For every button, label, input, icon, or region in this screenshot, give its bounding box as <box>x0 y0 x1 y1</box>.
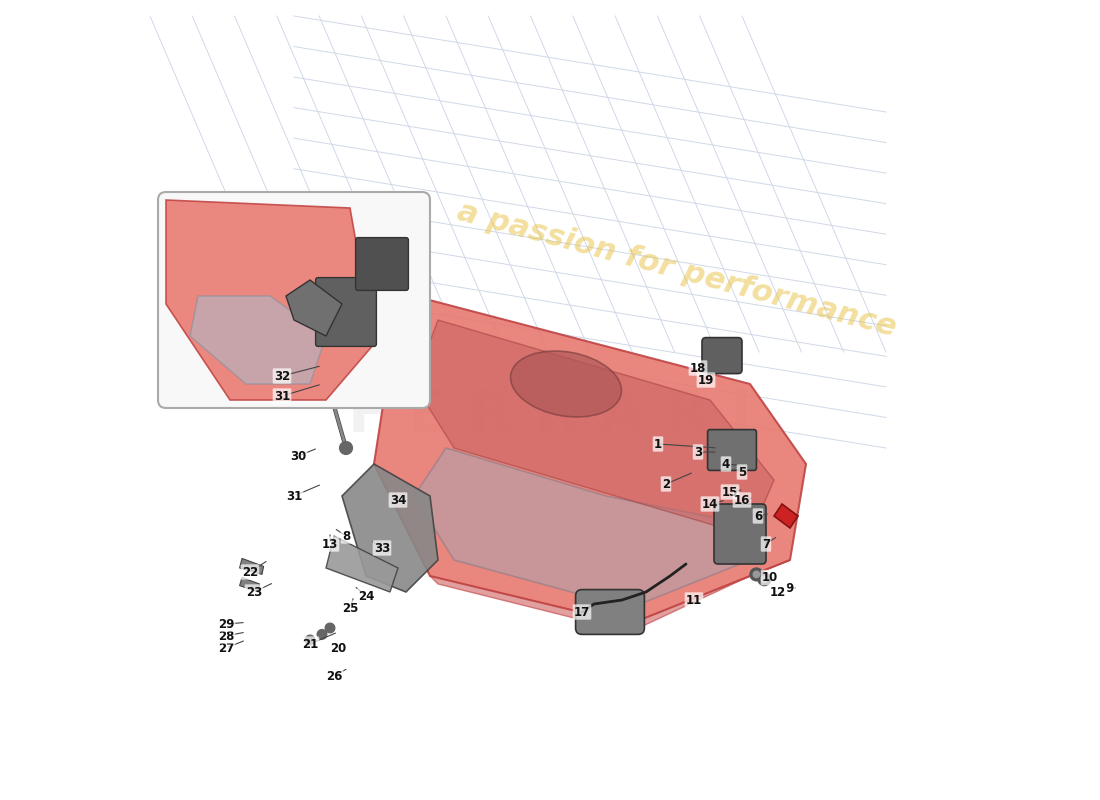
Text: F E R R A R I: F E R R A R I <box>348 387 752 445</box>
Circle shape <box>305 635 315 645</box>
Polygon shape <box>166 200 374 400</box>
Polygon shape <box>374 296 806 624</box>
Text: 17: 17 <box>574 606 590 618</box>
Polygon shape <box>326 536 398 592</box>
Text: 19: 19 <box>697 374 714 386</box>
Text: 23: 23 <box>246 586 262 598</box>
FancyBboxPatch shape <box>355 238 408 290</box>
Text: 5: 5 <box>738 466 746 478</box>
Circle shape <box>316 358 329 370</box>
Polygon shape <box>774 504 798 528</box>
Circle shape <box>340 442 352 454</box>
Polygon shape <box>374 296 806 624</box>
Polygon shape <box>240 558 264 574</box>
Text: 3: 3 <box>694 446 702 458</box>
Text: 11: 11 <box>686 594 702 606</box>
FancyBboxPatch shape <box>316 278 376 346</box>
Text: 16: 16 <box>734 494 750 506</box>
Polygon shape <box>414 320 774 536</box>
Text: 26: 26 <box>326 670 342 682</box>
Text: 29: 29 <box>218 618 234 630</box>
Text: 9: 9 <box>785 582 794 594</box>
Polygon shape <box>286 280 342 336</box>
Text: 20: 20 <box>330 642 346 654</box>
Text: 33: 33 <box>374 542 390 554</box>
Circle shape <box>326 623 334 633</box>
FancyBboxPatch shape <box>158 192 430 408</box>
FancyBboxPatch shape <box>714 504 766 564</box>
Text: 34: 34 <box>389 494 406 506</box>
Text: 10: 10 <box>762 571 778 584</box>
Text: 2: 2 <box>662 478 670 490</box>
FancyBboxPatch shape <box>707 430 757 470</box>
Circle shape <box>317 630 327 639</box>
Text: 31: 31 <box>274 390 290 402</box>
Text: 24: 24 <box>358 590 374 602</box>
Polygon shape <box>190 296 326 384</box>
FancyBboxPatch shape <box>575 590 645 634</box>
Circle shape <box>758 573 771 586</box>
Text: 28: 28 <box>218 630 234 642</box>
Text: a passion for performance: a passion for performance <box>454 197 900 342</box>
Text: 31: 31 <box>286 490 302 502</box>
Text: 18: 18 <box>690 362 706 374</box>
Text: 32: 32 <box>274 370 290 382</box>
Text: 21: 21 <box>301 638 318 650</box>
Text: 4: 4 <box>722 458 730 470</box>
Polygon shape <box>342 464 438 592</box>
Text: 12: 12 <box>770 586 786 598</box>
Text: 14: 14 <box>702 498 718 510</box>
Polygon shape <box>414 448 750 608</box>
Circle shape <box>750 568 762 581</box>
Text: 15: 15 <box>722 486 738 498</box>
Text: 30: 30 <box>290 450 306 462</box>
Polygon shape <box>430 560 790 632</box>
Circle shape <box>761 576 768 582</box>
Text: 8: 8 <box>342 530 350 542</box>
Text: 13: 13 <box>322 538 338 550</box>
Text: 22: 22 <box>242 566 258 578</box>
Text: 7: 7 <box>762 538 770 550</box>
Text: 27: 27 <box>218 642 234 654</box>
FancyBboxPatch shape <box>702 338 743 374</box>
Text: 6: 6 <box>754 510 762 522</box>
Circle shape <box>754 571 760 578</box>
Polygon shape <box>240 578 260 592</box>
Ellipse shape <box>510 351 622 417</box>
Text: 25: 25 <box>342 602 359 614</box>
Text: 1: 1 <box>653 438 662 450</box>
